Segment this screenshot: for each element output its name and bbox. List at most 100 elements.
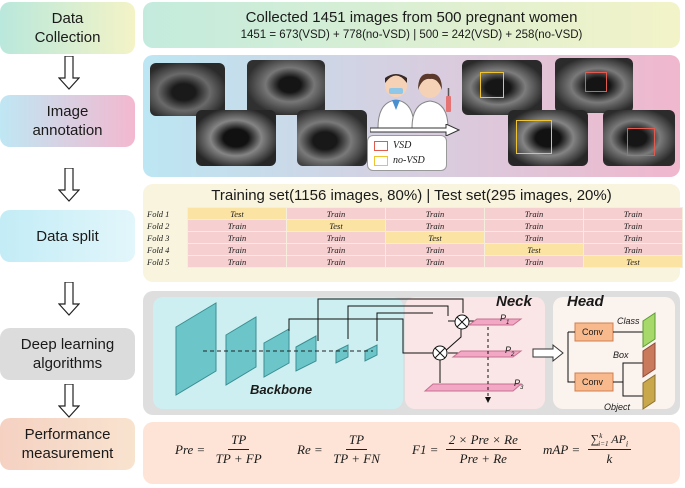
backbone-layers [175, 302, 378, 396]
fold-row: Fold 5 Train Train Train Train Test [145, 255, 683, 268]
train-cell: Train [484, 255, 584, 268]
train-cell: Train [286, 231, 386, 244]
stage-data-collection: Data Collection [0, 2, 135, 54]
stage-label-line: Deep learning [20, 336, 115, 353]
down-arrow-icon [58, 56, 80, 90]
train-cell: Train [484, 231, 584, 244]
test-cell: Test [385, 231, 485, 244]
stage-label-line: Data [51, 10, 84, 27]
train-cell: Train [286, 255, 386, 268]
train-cell: Train [286, 207, 386, 220]
down-arrow-icon [58, 384, 80, 418]
train-cell: Train [484, 207, 584, 220]
p1-label: P1 [500, 313, 510, 326]
train-cell: Train [385, 207, 485, 220]
p3-label: P3 [514, 378, 524, 391]
stage-label-line: Image [46, 103, 89, 120]
ultrasound-image [297, 110, 367, 166]
stage-label-line: Data split [36, 227, 99, 245]
precision-formula: Pre = TP TP + FP [175, 432, 262, 466]
train-cell: Train [385, 255, 485, 268]
ultrasound-image [196, 110, 276, 166]
train-cell: Train [385, 219, 485, 232]
train-cell: Train [484, 219, 584, 232]
box-output [642, 342, 656, 378]
test-cell: Test [286, 219, 386, 232]
fold-label: Fold 3 [147, 232, 170, 243]
stage-deep-learning: Deep learning algorithms [0, 328, 135, 380]
head-label: Head [567, 293, 604, 310]
backbone-label: Backbone [250, 382, 313, 397]
fold-row: Fold 1 Test Train Train Train Train [145, 207, 683, 220]
annotated-ultrasound-image [555, 58, 633, 113]
legend-label: no-VSD [393, 155, 425, 166]
recall-formula: Re = TP TP + FN [297, 432, 380, 466]
box-label: Box [613, 350, 629, 360]
performance-panel [143, 422, 680, 484]
vsd-box [627, 128, 655, 156]
train-cell: Train [583, 207, 683, 220]
fold-row: Fold 2 Train Test Train Train Train [145, 219, 683, 232]
class-output [642, 312, 656, 348]
no-vsd-box [480, 72, 504, 98]
f1-formula: F1 = 2 × Pre × Re Pre + Re [412, 432, 525, 467]
down-arrow-icon [58, 282, 80, 316]
legend-item-no-vsd: no-VSD [374, 155, 425, 166]
data-collection-panel: Collected 1451 images from 500 pregnant … [143, 2, 680, 48]
train-cell: Train [187, 255, 287, 268]
collection-breakdown: 1451 = 673(VSD) + 778(no-VSD) | 500 = 24… [240, 29, 583, 41]
stage-label-line: measurement [21, 445, 114, 462]
object-label: Object [604, 402, 631, 412]
fold-row: Fold 4 Train Train Train Test Train [145, 243, 683, 256]
object-output [642, 374, 656, 410]
legend-swatch [374, 140, 388, 151]
train-cell: Train [286, 243, 386, 256]
stage-data-split: Data split [0, 210, 135, 262]
train-cell: Train [187, 231, 287, 244]
fold-label: Fold 1 [147, 208, 170, 219]
fold-label: Fold 4 [147, 244, 170, 255]
train-cell: Train [583, 243, 683, 256]
ultrasound-image [150, 63, 225, 116]
neck-label: Neck [496, 293, 532, 310]
fold-label: Fold 2 [147, 220, 170, 231]
no-vsd-box [516, 120, 552, 154]
stage-label-line: annotation [32, 122, 103, 139]
split-title: Training set(1156 images, 80%) | Test se… [211, 187, 612, 204]
stage-label-line: Collection [34, 29, 101, 46]
annotated-ultrasound-image [462, 60, 542, 115]
train-cell: Train [583, 231, 683, 244]
stage-performance: Performance measurement [0, 418, 135, 470]
test-cell: Test [187, 207, 287, 220]
map-formula: mAP = ∑ki=1 APi k [543, 432, 635, 467]
test-cell: Test [484, 243, 584, 256]
conv-label: Conv [582, 327, 604, 337]
doctors-icon [377, 73, 451, 129]
test-cell: Test [583, 255, 683, 268]
annotated-ultrasound-image [603, 110, 675, 166]
fold-label: Fold 5 [147, 256, 170, 267]
legend-swatch [374, 155, 388, 166]
annotation-arrow-icon [370, 124, 460, 136]
vsd-box [585, 72, 607, 92]
class-label: Class [617, 316, 640, 326]
down-arrow-icon [58, 168, 80, 202]
annotated-ultrasound-image [508, 110, 588, 166]
train-cell: Train [187, 219, 287, 232]
annotation-legend: VSD no-VSD [367, 135, 447, 171]
p2-label: P2 [505, 345, 515, 358]
legend-label: VSD [393, 140, 412, 151]
train-cell: Train [187, 243, 287, 256]
stage-image-annotation: Image annotation [0, 95, 135, 147]
ultrasound-image [247, 60, 325, 115]
fold-row: Fold 3 Train Train Test Train Train [145, 231, 683, 244]
train-cell: Train [583, 219, 683, 232]
fold-table: Fold 1 Test Train Train Train Train Fold 2 Trai… [145, 207, 683, 268]
conv-label: Conv [582, 377, 604, 387]
stage-label-line: Performance [24, 426, 111, 443]
legend-item-vsd: VSD [374, 140, 411, 151]
train-cell: Train [385, 243, 485, 256]
collection-summary: Collected 1451 images from 500 pregnant … [245, 9, 578, 26]
stage-label-line: algorithms [32, 355, 103, 372]
network-diagram [153, 297, 675, 410]
